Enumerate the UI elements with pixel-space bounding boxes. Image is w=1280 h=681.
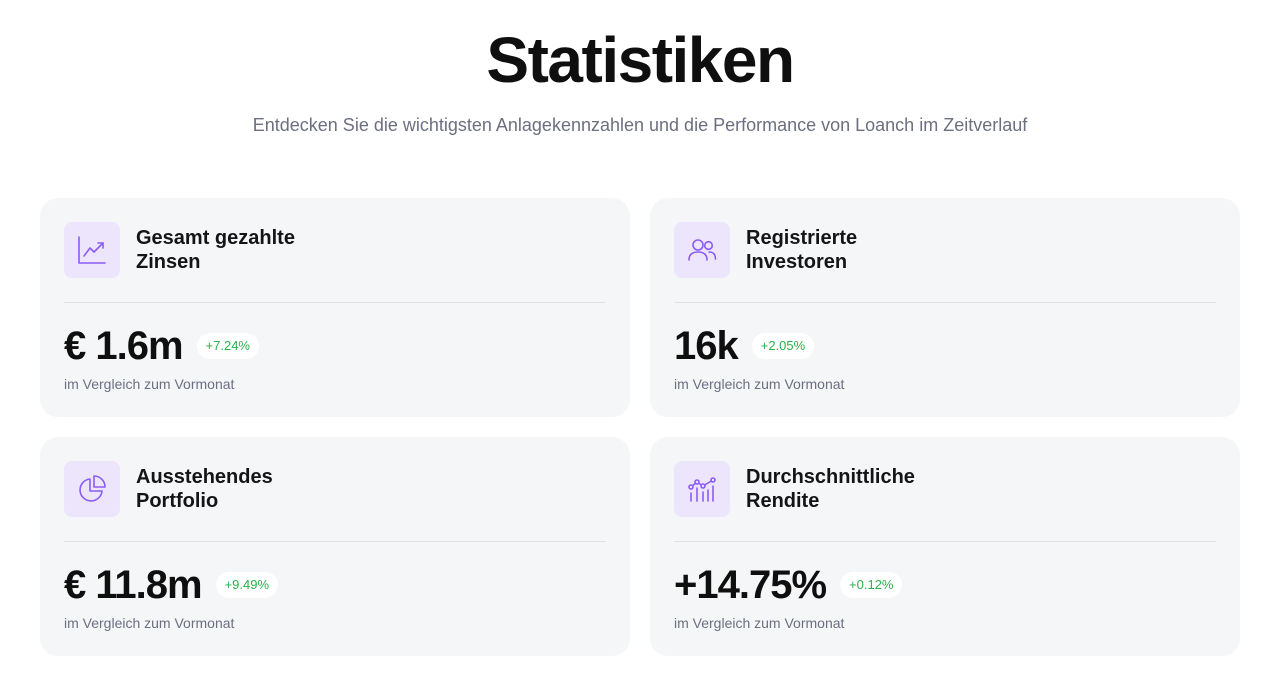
stat-card-yield: Durchschnittliche Rendite +14.75% +0.12%… <box>650 437 1240 656</box>
card-title: Gesamt gezahlte Zinsen <box>136 227 295 273</box>
value-row: € 11.8m +9.49% <box>64 561 279 609</box>
change-badge: +7.24% <box>196 333 259 359</box>
divider <box>64 302 606 303</box>
card-title: Ausstehendes Portfolio <box>136 466 273 512</box>
value-row: +14.75% +0.12% <box>674 561 903 609</box>
stat-card-investors: Registrierte Investoren 16k +2.05% im Ve… <box>650 198 1240 417</box>
stat-value: 16k <box>674 324 739 368</box>
stat-value: € 1.6m <box>64 324 184 368</box>
divider <box>674 302 1216 303</box>
value-row: € 1.6m +7.24% <box>64 322 259 370</box>
comparison-note: im Vergleich zum Vormonat <box>64 615 235 631</box>
page-subtitle: Entdecken Sie die wichtigsten Anlagekenn… <box>252 115 1028 135</box>
card-title: Durchschnittliche Rendite <box>746 466 915 512</box>
page-title: Statistiken <box>486 24 795 96</box>
comparison-note: im Vergleich zum Vormonat <box>674 615 845 631</box>
stat-value: € 11.8m <box>64 563 203 607</box>
stat-value: +14.75% <box>674 563 827 607</box>
comparison-note: im Vergleich zum Vormonat <box>64 376 235 392</box>
stat-card-portfolio: Ausstehendes Portfolio € 11.8m +9.49% im… <box>40 437 630 656</box>
value-row: 16k +2.05% <box>674 322 815 370</box>
change-badge: +9.49% <box>215 572 279 598</box>
stat-card-interest: Gesamt gezahlte Zinsen € 1.6m +7.24% im … <box>40 198 630 417</box>
pie-chart-icon <box>64 461 120 517</box>
users-icon <box>674 222 730 278</box>
card-title: Registrierte Investoren <box>746 227 858 273</box>
comparison-note: im Vergleich zum Vormonat <box>674 376 845 392</box>
change-badge: +2.05% <box>751 333 815 359</box>
divider <box>674 541 1216 542</box>
line-chart-icon <box>64 222 120 278</box>
chart-nodes-icon <box>674 461 730 517</box>
change-badge: +0.12% <box>840 572 903 598</box>
divider <box>64 541 606 542</box>
